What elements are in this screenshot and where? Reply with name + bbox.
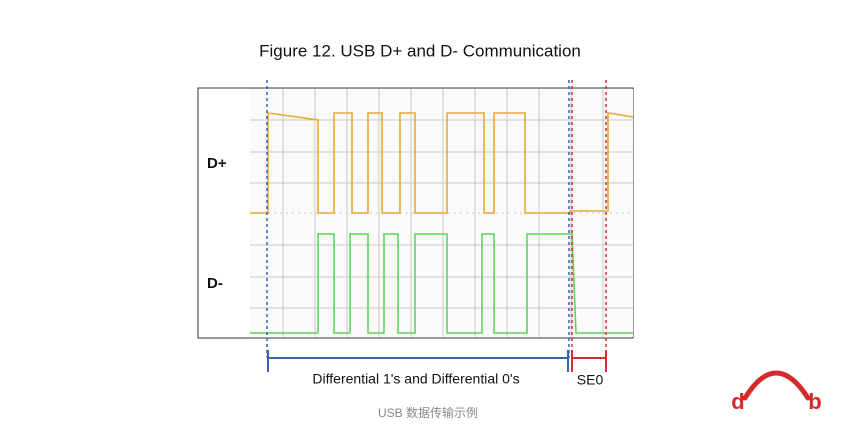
se0-bracket bbox=[571, 350, 607, 372]
bracket-label: SE0 bbox=[577, 372, 604, 388]
figure-title: Figure 12. USB D+ and D- Communication bbox=[259, 41, 581, 60]
differential-bracket bbox=[267, 350, 569, 372]
dminus-waveform bbox=[250, 233, 633, 334]
caption: USB 数据传输示例 bbox=[378, 405, 478, 420]
scope-grid bbox=[250, 89, 633, 337]
logo-letter: d bbox=[731, 389, 744, 414]
dplus-waveform bbox=[250, 112, 634, 214]
signal-label: D+ bbox=[207, 155, 227, 172]
logo-letter: b bbox=[808, 389, 821, 414]
logo-arc bbox=[742, 370, 811, 401]
bracket-label: Differential 1's and Differential 0's bbox=[312, 371, 519, 387]
signal-label: D- bbox=[207, 275, 223, 292]
